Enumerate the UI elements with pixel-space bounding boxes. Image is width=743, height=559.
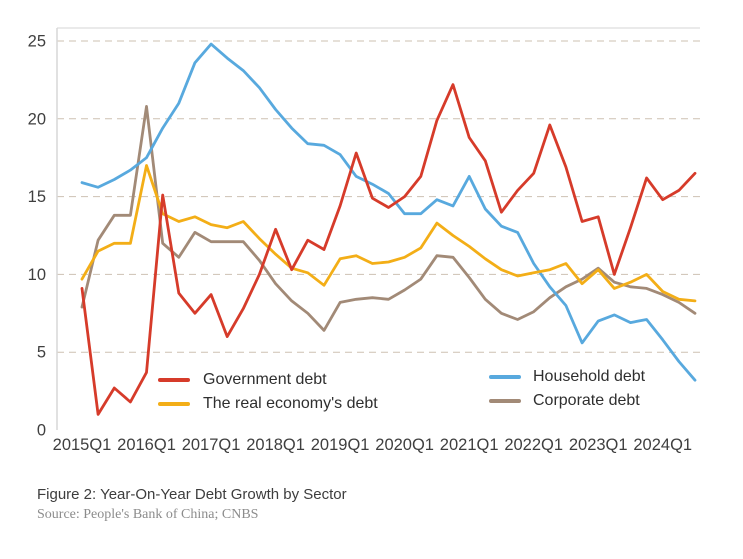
legend-label-real-economy-debt: The real economy's debt	[203, 395, 378, 412]
series-line-the-real-economy-s-debt	[80, 164, 697, 303]
legend-item-government-debt: Government debt	[158, 370, 327, 390]
x-tick-label: 2015Q1	[53, 436, 112, 454]
y-tick-label: 0	[37, 422, 46, 440]
legend-label-household-debt: Household debt	[533, 368, 646, 385]
figure-caption: Figure 2: Year-On-Year Debt Growth by Se…	[37, 486, 347, 503]
y-tick-label: 25	[28, 33, 46, 51]
x-tick-label: 2016Q1	[117, 436, 176, 454]
series-line-household-debt	[80, 42, 697, 382]
legend-item-real-economy-debt: The real economy's debt	[158, 394, 378, 414]
y-tick-label: 20	[28, 110, 46, 128]
y-tick-label: 15	[28, 188, 46, 206]
x-tick-label: 2021Q1	[440, 436, 499, 454]
figure-source: Source: People's Bank of China; CNBS	[37, 507, 259, 522]
debt-growth-chart: 0 5 10 15 20 25 2015Q1 2016Q1 2017Q1 2018Q1 2019Q1…	[28, 27, 700, 454]
x-tick-label: 2024Q1	[633, 436, 692, 454]
x-tick-label: 2020Q1	[375, 436, 434, 454]
legend-label-government-debt: Government debt	[203, 371, 327, 388]
legend-label-corporate-debt: Corporate debt	[533, 392, 640, 409]
x-tick-label: 2017Q1	[182, 436, 241, 454]
real-economy-debt-line-swatch	[158, 402, 190, 406]
legend-item-corporate-debt: Corporate debt	[489, 391, 640, 411]
x-tick-label: 2018Q1	[246, 436, 305, 454]
x-tick-label: 2023Q1	[569, 436, 628, 454]
y-tick-label: 10	[28, 266, 46, 284]
household-debt-line-swatch	[489, 375, 521, 379]
x-tick-label: 2022Q1	[504, 436, 563, 454]
series-line-corporate-debt	[80, 105, 697, 332]
x-tick-label: 2019Q1	[311, 436, 370, 454]
series-line-government-debt	[80, 83, 697, 416]
y-tick-label: 5	[37, 344, 46, 362]
corporate-debt-line-swatch	[489, 399, 521, 403]
legend-item-household-debt: Household debt	[489, 367, 645, 387]
government-debt-line-swatch	[158, 378, 190, 382]
